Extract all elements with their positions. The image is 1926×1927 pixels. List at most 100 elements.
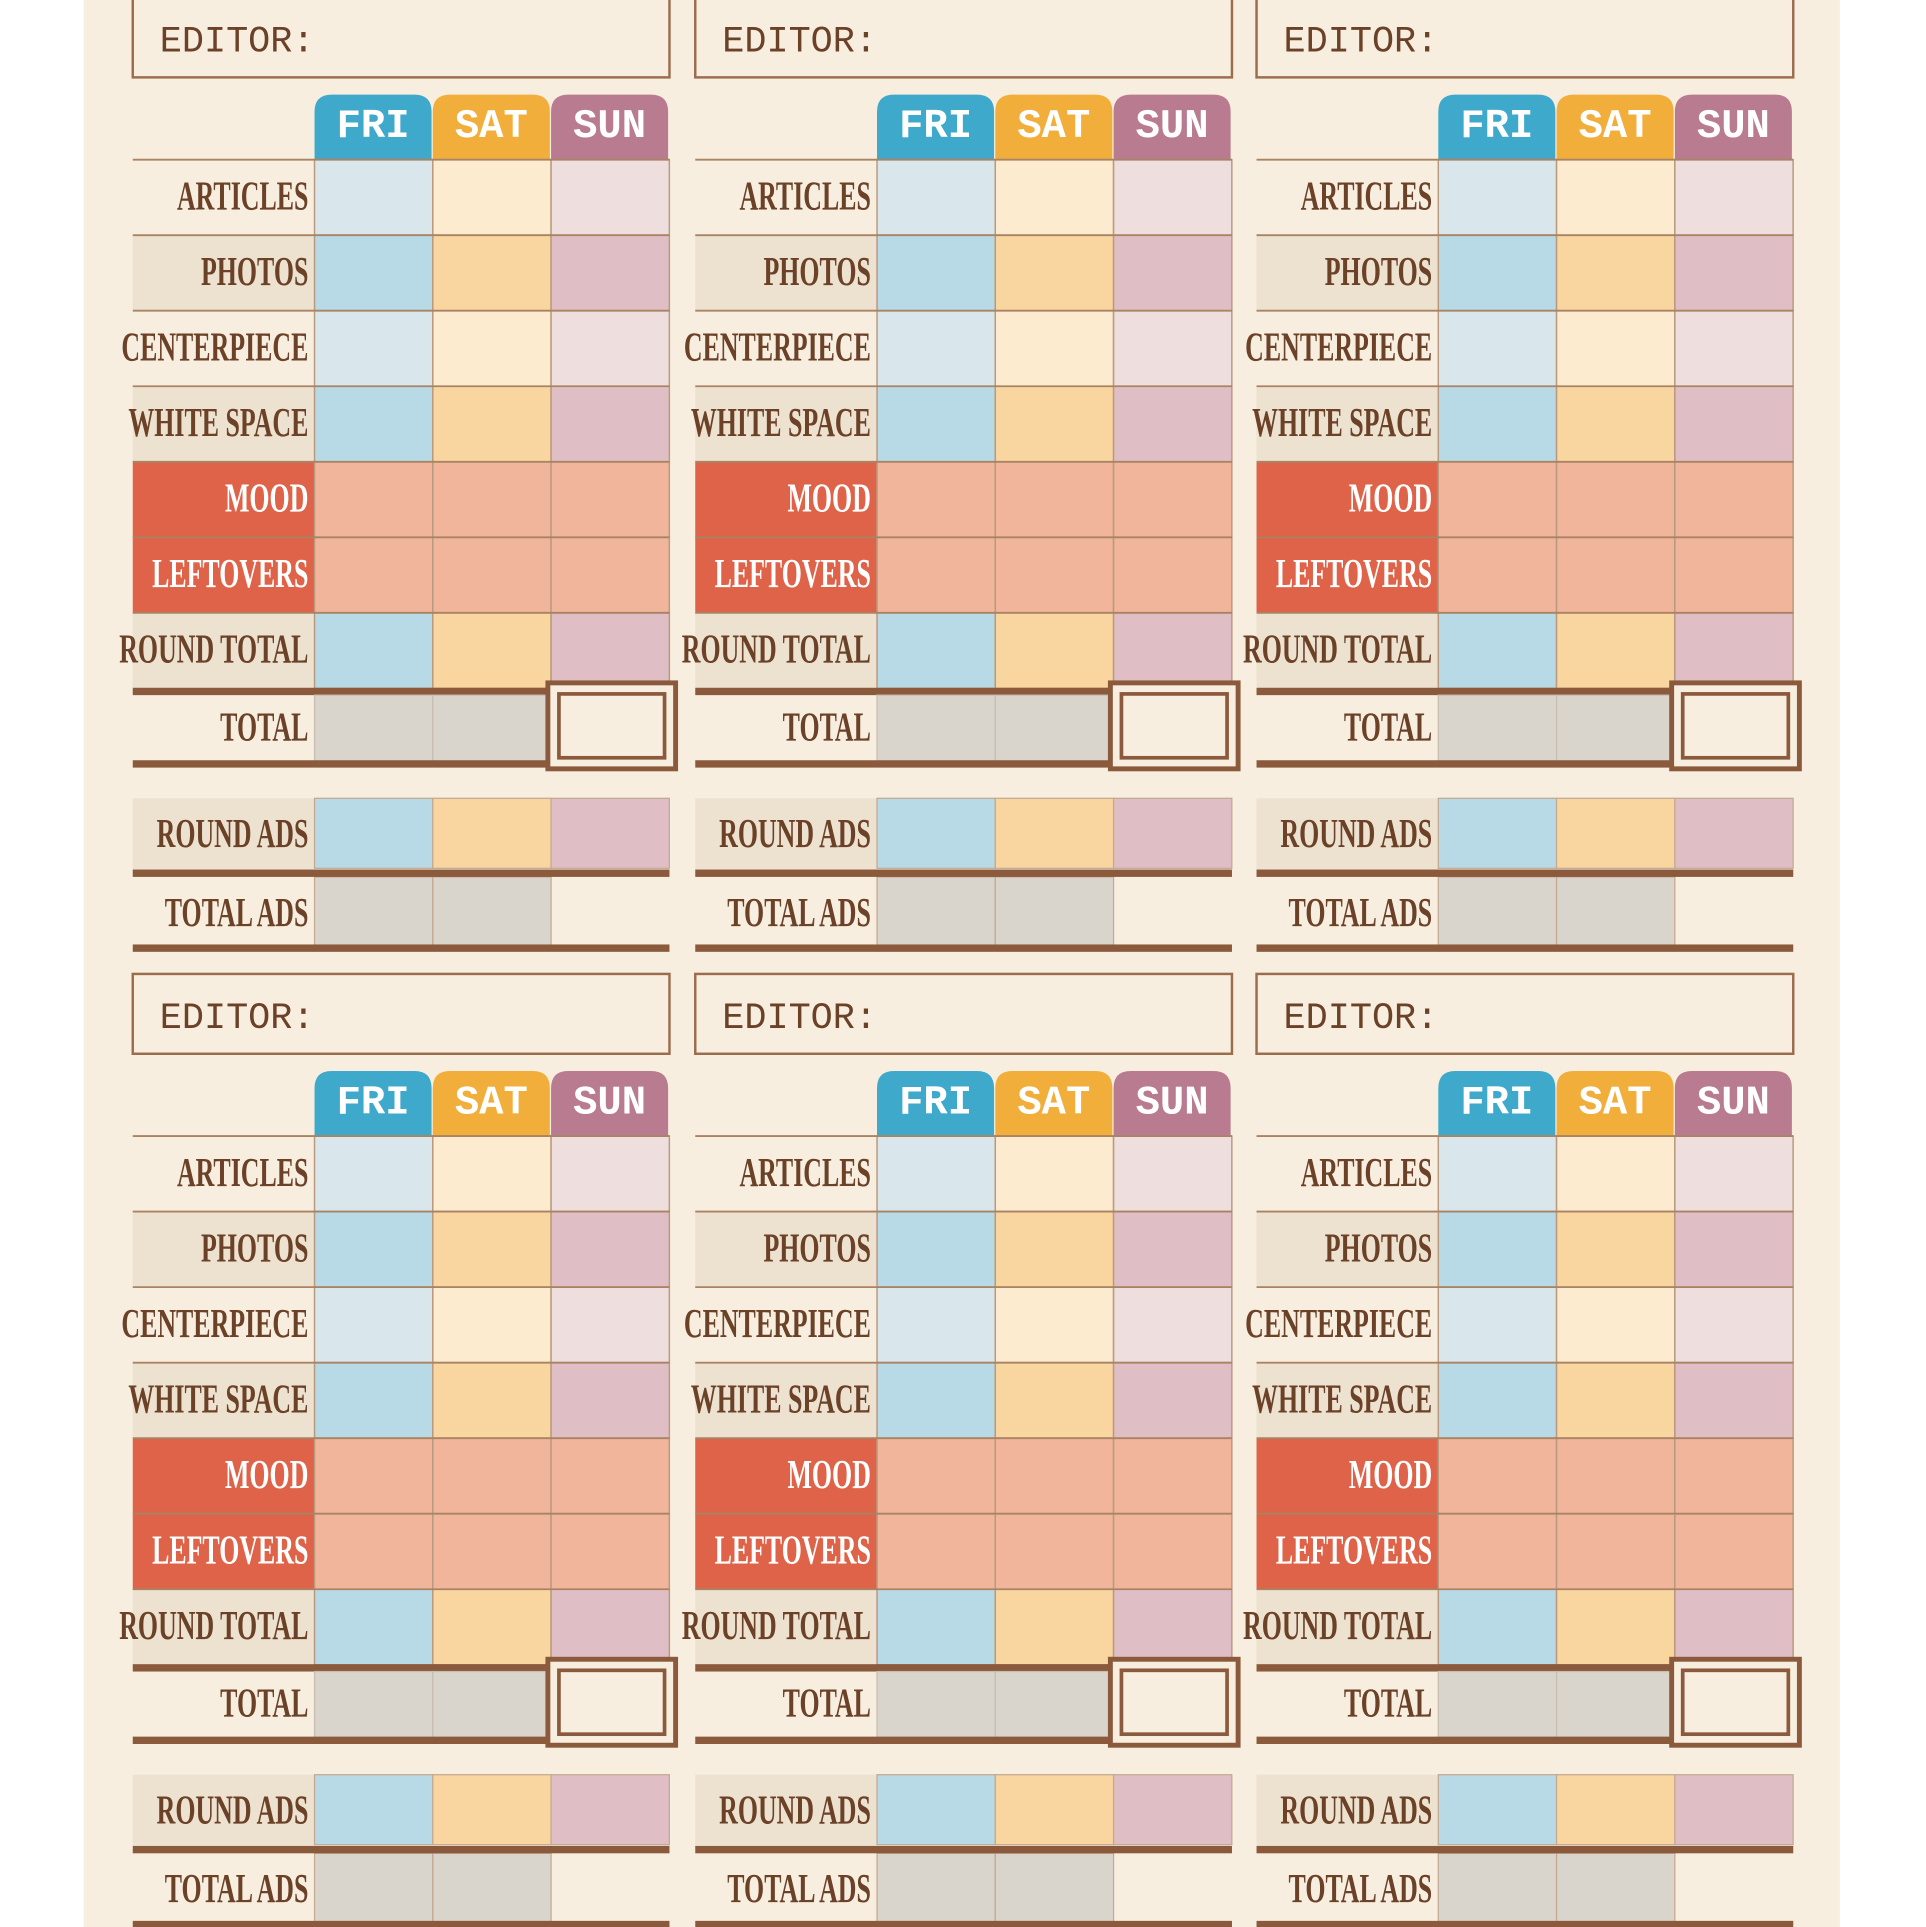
row-label: ARTICLES (177, 172, 308, 219)
row-label: ROUND TOTAL (682, 625, 871, 672)
label-group: TOTAL ADS (727, 1865, 871, 1912)
total-cell (994, 694, 1115, 763)
row-label-bg (695, 1362, 878, 1439)
score-cell (432, 158, 552, 236)
ads-cell (1674, 797, 1794, 869)
score-cell (1112, 1361, 1233, 1439)
thick-rule (1256, 869, 1794, 877)
score-sheet: EDITOR: FRI SAT SUN ARTICLES PHOTOS CENTERPIEC… (1243, 0, 1802, 952)
row-label: ROUND TOTAL (1243, 625, 1432, 672)
label-group: TOTAL (1344, 1679, 1432, 1726)
row-label-bg (132, 386, 315, 462)
score-cell (994, 1512, 1115, 1590)
total-cell (1555, 1670, 1676, 1739)
editor-label: EDITOR: (722, 21, 877, 63)
ads-cell (432, 1852, 552, 1924)
score-cell (1112, 158, 1233, 236)
label-group: ROUND TOTAL (119, 1602, 308, 1649)
row-label: TOTAL (220, 703, 308, 750)
score-cell (432, 536, 552, 614)
score-cell (1112, 1588, 1233, 1666)
row-label: ROUND TOTAL (682, 1602, 871, 1649)
total-box-inner (1119, 692, 1229, 760)
row-label-bg (132, 612, 315, 689)
row-label-bg (695, 1589, 878, 1665)
day-label: FRI (899, 104, 972, 150)
row-label: LEFTOVERS (152, 550, 308, 597)
score-cell (876, 1361, 997, 1439)
label-group: ROUND TOTAL (1243, 1602, 1432, 1649)
row-label: TOTAL ADS (165, 1865, 309, 1912)
label-group: ROUND TOTAL (682, 1602, 871, 1649)
row-label: TOTAL (220, 1679, 308, 1726)
total-box-inner (557, 1668, 667, 1737)
row-label: PHOTOS (763, 248, 870, 295)
label-group: CENTERPIECE (1245, 323, 1432, 370)
score-cell (432, 612, 552, 690)
score-cell (1555, 536, 1676, 614)
ads-cell (994, 797, 1115, 869)
score-cell (1437, 234, 1558, 312)
row-label-bg (1256, 235, 1439, 311)
ads-cell (1555, 876, 1676, 948)
label-group: TOTAL ADS (1289, 889, 1433, 936)
score-cell (1112, 309, 1233, 387)
day-header (1556, 1070, 1674, 1139)
editor-box (1255, 972, 1795, 1055)
label-group: PHOTOS (1325, 1224, 1432, 1271)
day-label: SUN (1136, 1081, 1209, 1127)
label-group: CENTERPIECE (684, 1300, 871, 1347)
score-cell (1674, 461, 1794, 539)
score-cell (550, 1210, 671, 1288)
score-cell (313, 1361, 434, 1439)
score-cell (876, 461, 997, 539)
thick-rule (695, 1845, 1232, 1854)
day-label: FRI (1460, 104, 1533, 150)
ads-cell (1674, 1774, 1794, 1846)
row-label-bg (1256, 1513, 1439, 1590)
row-label: PHOTOS (201, 248, 308, 295)
row-label-bg (1256, 798, 1439, 870)
score-cell (432, 309, 552, 387)
score-cell (313, 1210, 434, 1288)
day-header (314, 1070, 432, 1139)
score-cell (1437, 385, 1558, 463)
day-label: SAT (455, 1081, 528, 1127)
thick-rule (132, 1736, 670, 1745)
label-group: MOOD (225, 474, 308, 521)
score-cell (1437, 158, 1558, 236)
ads-cell (1437, 876, 1558, 948)
ads-cell (550, 1774, 670, 1846)
editor-box (694, 972, 1234, 1055)
editor-label: EDITOR: (1284, 998, 1439, 1040)
row-label-bg (695, 1211, 878, 1288)
row-label-bg (132, 1362, 315, 1439)
row-label: ARTICLES (177, 1149, 308, 1196)
thick-rule (132, 760, 670, 768)
day-label: SAT (455, 104, 528, 150)
score-cell (313, 309, 434, 387)
total-box-outer (1669, 1656, 1802, 1748)
row-label: TOTAL ADS (165, 889, 309, 936)
total-cell (432, 694, 552, 763)
label-group: LEFTOVERS (715, 550, 871, 597)
editor-label: EDITOR: (160, 21, 315, 63)
label-group: WHITE SPACE (128, 1375, 308, 1422)
row-label-bg (132, 1589, 315, 1665)
score-cell (1555, 385, 1676, 463)
label-group: MOOD (1349, 1451, 1432, 1498)
ads-cell (432, 876, 552, 948)
row-label: TOTAL (1344, 1679, 1432, 1726)
score-cell (313, 1286, 434, 1364)
total-cell (1437, 1670, 1558, 1739)
row-label-bg (132, 537, 315, 613)
score-cell (1112, 1135, 1233, 1213)
row-label: ROUND ADS (719, 810, 871, 857)
total-box-outer (545, 680, 679, 772)
row-label: TOTAL ADS (727, 1865, 871, 1912)
score-cell (1437, 612, 1558, 690)
score-cell (1555, 1512, 1676, 1590)
row-label: MOOD (225, 1451, 308, 1498)
row-label: WHITE SPACE (1252, 399, 1432, 446)
day-header (551, 1070, 669, 1139)
